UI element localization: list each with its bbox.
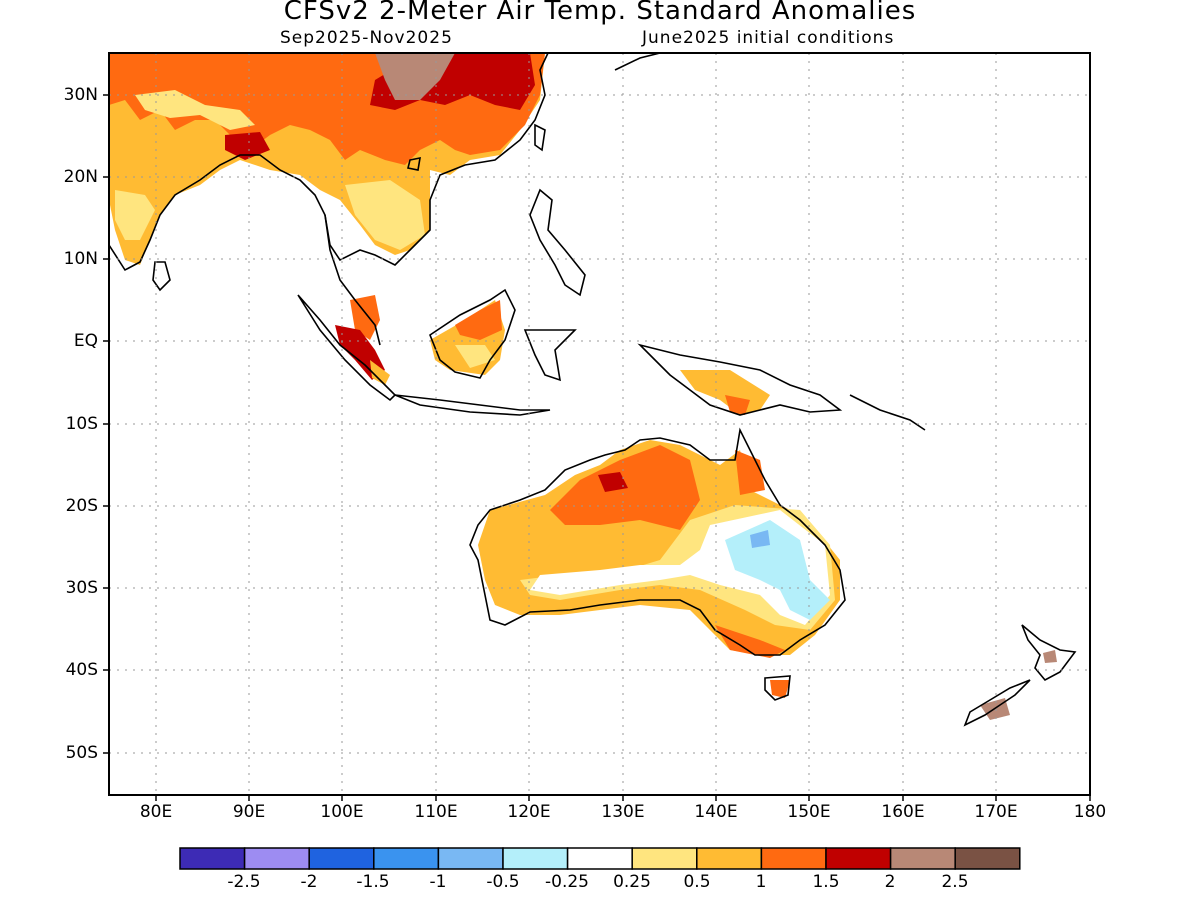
anomaly-borneo-yellow (455, 345, 495, 368)
lat-label-20s: 20S (65, 496, 98, 516)
colorbar-swatch (373, 847, 440, 870)
lat-label-10n: 10N (63, 249, 98, 269)
anomaly-australia-blue (750, 530, 770, 548)
lat-label-30s: 30S (65, 578, 98, 598)
anomaly-borneo-red (455, 300, 502, 340)
colorbar (179, 847, 1021, 870)
anomaly-field (109, 53, 1057, 720)
lon-label-160e: 160E (881, 802, 925, 822)
anomaly-china-brown (375, 53, 455, 100)
coast-nz-north (1021, 624, 1077, 682)
anomaly-asia-yellow (135, 90, 255, 130)
lon-label-100e: 100E (320, 802, 364, 822)
coast-australia (469, 427, 846, 656)
lat-label-eq: EQ (73, 331, 98, 351)
colorbar-label: 0.5 (683, 872, 711, 892)
lon-label-180: 180 (1073, 802, 1107, 822)
lon-label-90e: 90E (232, 802, 266, 822)
anomaly-tasmania (770, 680, 790, 698)
coastlines (109, 53, 1077, 727)
colorbar-swatch (696, 847, 763, 870)
lat-label-20n: 20N (63, 167, 98, 187)
anomaly-australia-ne-red (735, 450, 765, 495)
colorbar-swatch (760, 847, 827, 870)
colorbar-label: -2 (300, 872, 318, 892)
anomaly-nz-north (1043, 650, 1057, 663)
colorbar-swatch (889, 847, 956, 870)
colorbar-label: -1 (429, 872, 447, 892)
anomaly-india-yellow (115, 190, 155, 240)
coast-taiwan (534, 123, 546, 152)
colorbar-swatch (502, 847, 569, 870)
anomaly-australia-se-red (715, 625, 785, 658)
colorbar-label: -2.5 (227, 872, 261, 892)
colorbar-swatch (437, 847, 504, 870)
colorbar-label: 0.25 (613, 872, 651, 892)
colorbar-label: 2.5 (941, 872, 969, 892)
colorbar-label: -0.5 (486, 872, 520, 892)
coast-nz-south (963, 679, 1031, 727)
initial-conditions: June2025 initial conditions (642, 28, 895, 48)
colorbar-swatch (566, 847, 633, 870)
lat-label-40s: 40S (65, 660, 98, 680)
colorbar-label: 1.5 (812, 872, 840, 892)
coast-tasmania (764, 675, 791, 701)
map-title: CFSv2 2-Meter Air Temp. Standard Anomali… (283, 0, 917, 26)
coast-solomons (849, 394, 926, 431)
lon-label-120e: 120E (507, 802, 551, 822)
lon-label-150e: 150E (787, 802, 831, 822)
colorbar-label: 1 (755, 872, 767, 892)
coast-hainan (407, 156, 421, 171)
colorbar-swatch (179, 847, 246, 870)
colorbar-swatch (308, 847, 375, 870)
colorbar-swatch (631, 847, 698, 870)
coast-java (394, 394, 551, 416)
colorbar-swatch (825, 847, 892, 870)
anomaly-bangladesh-darkred (225, 132, 270, 160)
gridlines (109, 53, 1090, 795)
tick-marks (103, 94, 1091, 801)
coast-philippines (529, 188, 586, 297)
colorbar-label: -0.25 (545, 872, 589, 892)
anomaly-newguinea-red (725, 395, 750, 415)
lat-label-30n: 30N (63, 85, 98, 105)
forecast-period: Sep2025-Nov2025 (280, 28, 453, 48)
lon-label-110e: 110E (414, 802, 458, 822)
colorbar-swatch (243, 847, 310, 870)
lon-label-140e: 140E (694, 802, 738, 822)
anomaly-kimberley-darkred (598, 472, 628, 492)
coast-malaya (324, 214, 381, 346)
coast-sulawesi (523, 329, 577, 382)
lon-label-80e: 80E (139, 802, 173, 822)
coast-asia (109, 53, 549, 272)
colorbar-label: 2 (884, 872, 896, 892)
anomaly-sumatra-orange (370, 360, 390, 385)
anomaly-indochina-yellow (345, 180, 425, 250)
coast-borneo (429, 288, 516, 379)
lat-label-10s: 10S (65, 414, 98, 434)
anomaly-malaya (350, 295, 380, 340)
lat-label-50s: 50S (65, 743, 98, 763)
lon-label-170e: 170E (974, 802, 1018, 822)
colorbar-label: -1.5 (356, 872, 390, 892)
colorbar-swatch (954, 847, 1021, 870)
coast-newguinea (637, 343, 843, 416)
anomaly-australia-lightblue (725, 520, 830, 620)
coast-japan (614, 53, 661, 71)
coast-srilanka (152, 261, 171, 292)
lon-label-130e: 130E (601, 802, 645, 822)
